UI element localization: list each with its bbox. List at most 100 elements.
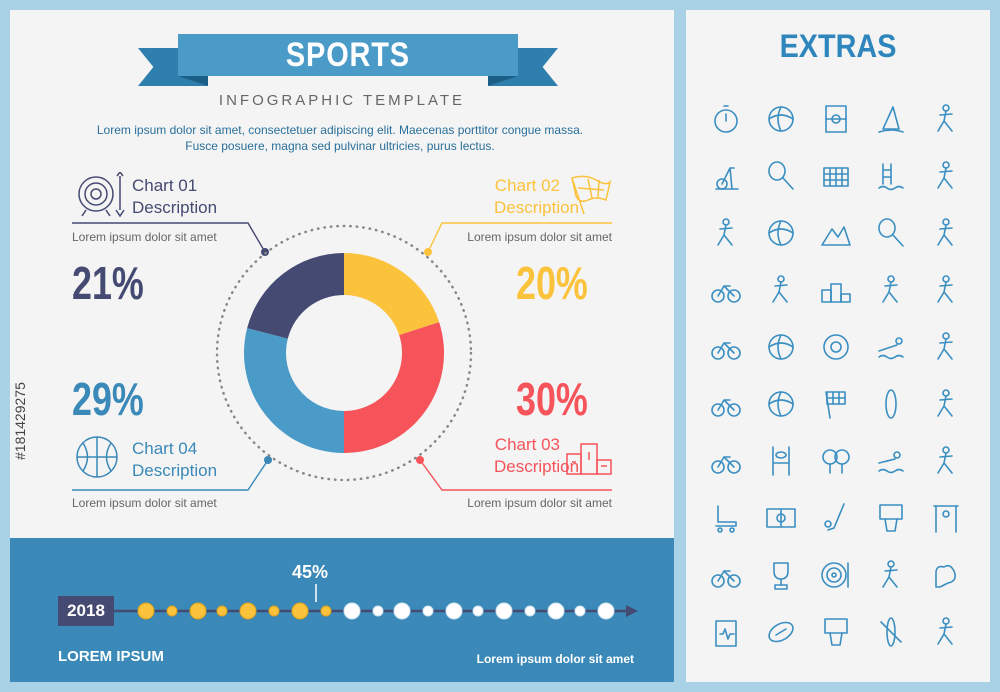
timeline-dot [472,605,484,617]
chart-04-title: Chart 04 [132,439,198,458]
timeline-year: 2018 [58,596,114,626]
page-title: SPORTS [286,35,410,74]
chart-04-desc: Description [132,461,218,480]
timeline-left-label: LOREM IPSUM [58,648,164,665]
atv-icon [698,432,753,489]
timeline-dot [574,605,586,617]
bike-icon [698,375,753,432]
chart-04-percent: 29% [72,373,144,425]
football-icon [753,603,808,660]
stopwatch-icon [698,90,753,147]
infographic-panel: SPORTS INFOGRAPHIC TEMPLATE Lorem ipsum … [10,10,674,682]
timeline-dot [495,602,513,620]
roller-skate-icon [698,489,753,546]
goal-net-icon [808,147,863,204]
swimming-pool-icon [863,147,918,204]
connector-dot-03 [416,456,424,464]
chart-01-label: Chart 01 Description [132,175,217,219]
timeline-dot [547,602,565,620]
soccer-player-icon [918,318,973,375]
chart-02-desc: Description [494,198,580,217]
donut-slice-chart-04 [244,328,344,453]
connector-dot-04 [264,456,272,464]
chart-02-label: Chart 02 Description [494,175,580,219]
chart-04-label: Chart 04 Description [132,438,217,482]
timeline-dot [393,602,411,620]
windsurfing-icon [863,90,918,147]
timeline-dot [343,602,361,620]
gymnast-icon [918,603,973,660]
timeline-dot [597,602,615,620]
surfer-icon [863,261,918,318]
page-subtitle: INFOGRAPHIC TEMPLATE [218,92,466,109]
timeline-dot [291,602,309,620]
chart-02-percent: 20% [516,257,588,309]
extras-icon-grid [698,90,986,660]
timeline-dot [216,605,228,617]
checkered-flag-icon [808,375,863,432]
dotted-ring [215,224,473,482]
cheerleader-icon [918,147,973,204]
skateboarder-icon [698,204,753,261]
timeline-dot [166,605,178,617]
chart-03-percent: 30% [516,373,588,425]
donut-chart [244,253,444,453]
exercise-bike-icon [698,147,753,204]
bicycle-icon [698,261,753,318]
swimmer-icon [863,318,918,375]
karate-icon [918,375,973,432]
arm-muscle-icon [918,546,973,603]
timeline-track [114,584,638,620]
basketball-icon [753,318,808,375]
timeline-dot [445,602,463,620]
chart-01-desc: Description [132,198,218,217]
golfer-icon [918,432,973,489]
rugby-goal-icon [753,432,808,489]
timeline-band: 45% 2018 LOREM IPSUM Lorem ipsum dolor s… [10,538,674,682]
baseball-icon [753,204,808,261]
chart-03-caption: Lorem ipsum dolor sit amet [467,496,612,510]
pull-up-bar-icon [918,489,973,546]
ballet-icon [918,90,973,147]
chart-02-caption: Lorem ipsum dolor sit amet [467,230,612,244]
timeline-dot [372,605,384,617]
soccer-field-icon [808,90,863,147]
chart-03-label: Chart 03 Description [494,434,579,478]
health-clipboard-icon [698,603,753,660]
timeline-progress-label: 45% [292,562,329,582]
archery-target-icon [78,172,125,218]
donut-chart-area [72,222,612,491]
timeline-dot [239,602,257,620]
connector-chart-01 [72,222,266,253]
podium-icon [566,443,612,475]
donut-slice-chart-01 [247,253,344,339]
ping-pong-icon [808,432,863,489]
connector-dot-02 [424,248,432,256]
chart-01-caption: Lorem ipsum dolor sit amet [72,230,217,244]
title-ribbon: SPORTS [138,28,558,94]
field-icon [753,489,808,546]
fencing-icon [753,261,808,318]
mountain-climbing-icon [808,204,863,261]
tennis-racket-icon [753,147,808,204]
road-cyclist-icon [698,546,753,603]
checkered-flag-icon [571,175,612,215]
donut-slice-chart-02 [344,253,440,336]
timeline-dot [189,602,207,620]
connector-chart-04 [72,459,269,491]
connector-chart-03 [419,459,612,491]
basketball-hoop-icon [863,489,918,546]
connector-chart-02 [427,222,612,253]
swimming-icon [863,432,918,489]
timeline-dot [422,605,434,617]
extras-title: EXTRAS [779,28,897,64]
extras-panel: EXTRAS [686,10,990,682]
billiard-ball-icon [808,318,863,375]
soccer-ball-icon [753,375,808,432]
chart-03-title: Chart 03 [494,435,560,454]
timeline-right-label: Lorem ipsum dolor sit amet [476,652,634,666]
surfboard-icon [863,375,918,432]
dancer-icon [918,204,973,261]
archery-target-icon [808,546,863,603]
basketball-icon [76,436,118,478]
